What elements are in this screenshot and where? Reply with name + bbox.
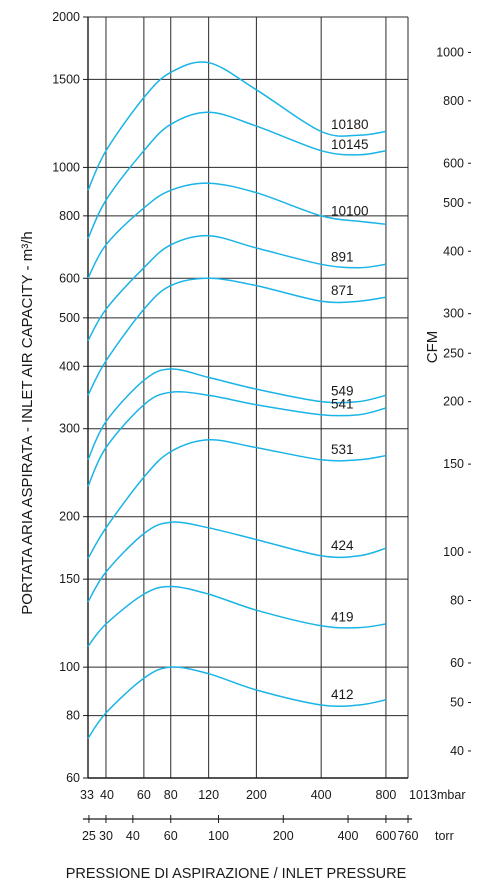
curve-label-10100: 10100	[331, 203, 369, 218]
x-tick-label-torr-30: 30	[99, 829, 113, 843]
x-tick-label-torr-60: 60	[164, 829, 178, 843]
plot-frame	[83, 16, 408, 779]
y-axis-title-right: CFM	[424, 331, 441, 364]
curve-412	[87, 666, 387, 739]
cfm-tick-label-400: 400	[443, 244, 464, 258]
curve-531	[87, 439, 387, 559]
curve-label-541: 541	[331, 397, 354, 412]
curve-10100	[87, 182, 386, 279]
y-tick-label-80: 80	[66, 709, 80, 723]
x-tick-label-torr-760: 760	[398, 829, 419, 843]
curve-541	[87, 390, 387, 487]
y-tick-label-600: 600	[59, 271, 80, 285]
x-tick-label-mbar-1013: 1013	[409, 788, 437, 802]
curve-label-891: 891	[331, 250, 354, 265]
x-unit-mbar: mbar	[437, 788, 465, 802]
y-tick-label-2000: 2000	[52, 10, 80, 24]
cfm-tick-label-100: 100	[443, 545, 464, 559]
x-tick-label-mbar-80: 80	[164, 788, 178, 802]
curve-label-10145: 10145	[331, 137, 369, 152]
y-axis-title-left: PORTATA ARIA ASPIRATA - INLET AIR CAPACI…	[19, 231, 36, 614]
y-tick-label-300: 300	[59, 422, 80, 436]
cfm-tick-label-600: 600	[443, 156, 464, 170]
y-tick-label-150: 150	[59, 572, 80, 586]
curve-label-531: 531	[331, 442, 354, 457]
y-tick-label-1000: 1000	[52, 160, 80, 174]
curve-419	[87, 585, 387, 647]
x-tick-label-mbar-40: 40	[100, 788, 114, 802]
curve-label-424: 424	[331, 538, 354, 553]
curve-label-549: 549	[331, 384, 354, 399]
curve-label-412: 412	[331, 687, 354, 702]
curve-891	[87, 234, 387, 342]
y-tick-label-100: 100	[59, 660, 80, 674]
x-axis-title: PRESSIONE DI ASPIRAZIONE / INLET PRESSUR…	[66, 866, 407, 882]
x-tick-label-mbar-400: 400	[311, 788, 332, 802]
y-tick-label-500: 500	[59, 311, 80, 325]
curve-10145	[87, 111, 387, 240]
cfm-tick-label-800: 800	[443, 94, 464, 108]
curve-424	[87, 521, 387, 603]
x-tick-label-mbar-33: 33	[80, 788, 94, 802]
curve-label-10180: 10180	[331, 117, 369, 132]
cfm-tick-label-300: 300	[443, 307, 464, 321]
y-tick-label-60: 60	[66, 771, 80, 785]
x-unit-torr: torr	[435, 829, 454, 843]
x-tick-label-torr-25: 25	[82, 829, 96, 843]
x-tick-label-torr-400: 400	[338, 829, 359, 843]
x-tick-label-torr-200: 200	[273, 829, 294, 843]
curves	[87, 61, 387, 739]
x-tick-label-mbar-120: 120	[198, 788, 219, 802]
x-tick-label-torr-100: 100	[208, 829, 229, 843]
curve-549	[87, 368, 387, 461]
cfm-tick-label-40: 40	[450, 744, 464, 758]
tick-labels: 60 80 100 150 200 300 400 500 600 800 1000 1500 2000…	[52, 10, 471, 843]
x-tick-label-mbar-60: 60	[137, 788, 151, 802]
cfm-tick-label-1000: 1000	[436, 45, 464, 59]
curve-10180	[87, 61, 387, 191]
cfm-tick-label-60: 60	[450, 656, 464, 670]
cfm-tick-label-150: 150	[443, 457, 464, 471]
x-tick-label-torr-40: 40	[126, 829, 140, 843]
y-tick-label-800: 800	[59, 209, 80, 223]
cfm-tick-label-200: 200	[443, 395, 464, 409]
curve-871	[87, 277, 387, 396]
y-tick-label-400: 400	[59, 359, 80, 373]
x-tick-label-torr-600: 600	[376, 829, 397, 843]
y-tick-label-200: 200	[59, 510, 80, 524]
cfm-tick-label-500: 500	[443, 196, 464, 210]
x-tick-label-mbar-800: 800	[376, 788, 397, 802]
x-tick-label-mbar-200: 200	[246, 788, 267, 802]
curve-label-871: 871	[331, 283, 354, 298]
cfm-tick-label-250: 250	[443, 346, 464, 360]
cfm-tick-label-80: 80	[450, 594, 464, 608]
y-tick-label-1500: 1500	[52, 72, 80, 86]
curve-label-419: 419	[331, 610, 354, 625]
cfm-tick-label-50: 50	[450, 696, 464, 710]
grid	[87, 16, 409, 779]
